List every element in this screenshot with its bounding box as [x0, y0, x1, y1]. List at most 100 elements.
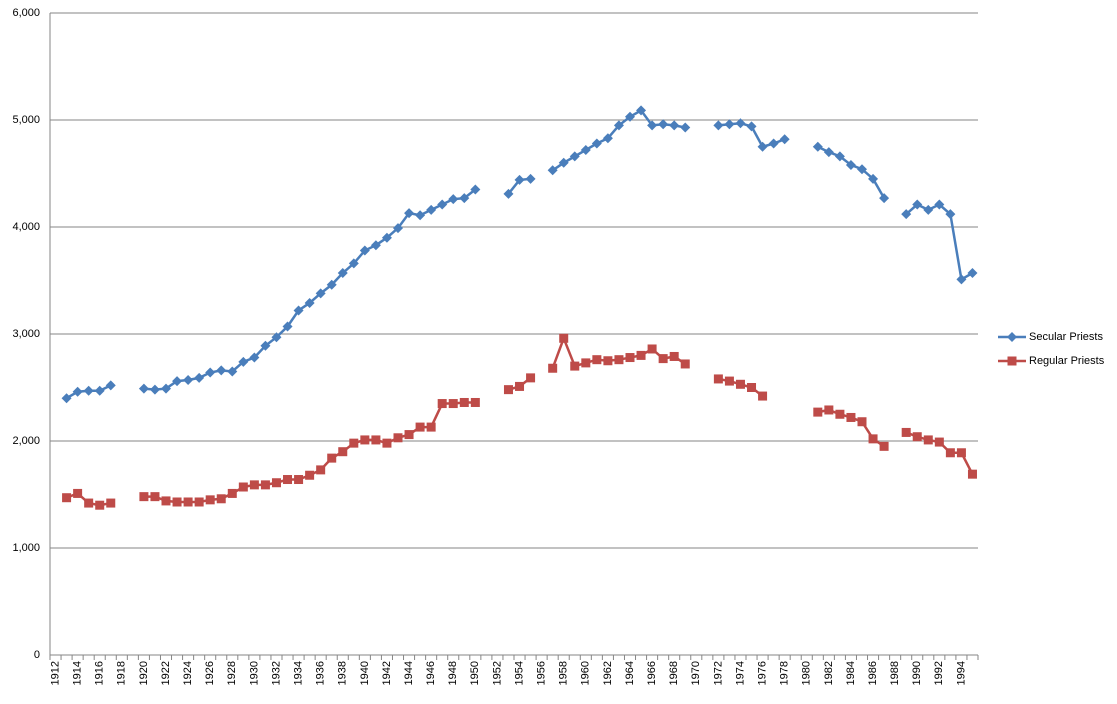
data-point: [779, 134, 790, 145]
y-tick-label: 1,000: [12, 542, 40, 554]
data-point: [934, 437, 944, 447]
data-point: [338, 447, 348, 457]
x-tick-label: 1986: [867, 661, 879, 685]
x-tick-label: 1932: [270, 661, 282, 685]
data-point: [149, 384, 160, 395]
data-point: [283, 475, 293, 485]
data-point: [580, 144, 591, 155]
data-point: [812, 141, 823, 152]
data-point: [437, 199, 448, 210]
x-tick-label: 1978: [779, 661, 791, 685]
x-tick-label: 1934: [292, 661, 304, 685]
data-point: [923, 204, 934, 215]
data-point: [459, 193, 470, 204]
data-point: [459, 397, 469, 407]
data-point: [515, 381, 525, 391]
data-point: [846, 412, 856, 422]
x-tick-label: 1962: [602, 661, 614, 685]
data-point: [360, 435, 370, 445]
data-point: [227, 366, 238, 377]
data-point: [868, 173, 879, 184]
data-point: [967, 268, 978, 279]
x-tick-label: 1992: [933, 661, 945, 685]
data-point: [901, 209, 912, 220]
x-tick-label: 1964: [624, 661, 636, 685]
data-point: [316, 465, 326, 475]
x-tick-label: 1916: [94, 661, 106, 685]
data-point: [161, 496, 171, 506]
x-tick-label: 1982: [823, 661, 835, 685]
data-point: [349, 438, 359, 448]
data-point: [172, 497, 182, 507]
x-tick-label: 1930: [248, 661, 260, 685]
data-point: [956, 448, 966, 458]
x-tick-label: 1984: [845, 661, 857, 685]
data-point: [161, 383, 171, 394]
x-tick-label: 1980: [801, 661, 813, 685]
data-point: [183, 375, 194, 386]
data-point: [426, 204, 437, 215]
data-point: [735, 379, 745, 389]
data-point: [271, 478, 281, 488]
x-tick-label: 1942: [381, 661, 393, 685]
data-point: [337, 268, 348, 279]
data-point: [658, 354, 668, 364]
data-point: [293, 305, 304, 316]
data-point: [570, 361, 580, 371]
data-point: [757, 141, 768, 152]
data-point: [470, 184, 481, 195]
data-point: [658, 119, 669, 130]
data-point: [139, 492, 149, 502]
x-tick-label: 1960: [580, 661, 592, 685]
data-point: [415, 210, 426, 221]
data-point: [503, 385, 513, 395]
data-point: [768, 138, 779, 149]
data-point: [249, 352, 260, 363]
x-tick-label: 1994: [955, 661, 967, 685]
data-point: [514, 174, 525, 185]
data-point: [724, 376, 734, 386]
data-point: [382, 438, 392, 448]
x-tick-label: 1972: [712, 661, 724, 685]
legend-marker: [1007, 356, 1017, 366]
data-point: [559, 333, 569, 343]
x-tick-label: 1950: [469, 661, 481, 685]
data-point: [912, 199, 923, 210]
data-point: [636, 105, 647, 116]
data-point: [106, 498, 116, 508]
data-point: [945, 209, 956, 220]
x-tick-label: 1988: [889, 661, 901, 685]
legend-label: Secular Priests: [1029, 331, 1103, 343]
data-point: [404, 430, 414, 440]
data-point: [183, 497, 193, 507]
y-tick-label: 2,000: [12, 435, 40, 447]
data-point: [359, 245, 370, 256]
x-tick-label: 1938: [337, 661, 349, 685]
x-tick-label: 1920: [138, 661, 150, 685]
data-point: [327, 453, 337, 463]
data-point: [249, 480, 259, 490]
data-point: [625, 353, 635, 363]
data-point: [591, 138, 602, 149]
data-point: [713, 374, 723, 384]
data-point: [945, 448, 955, 458]
x-tick-label: 1924: [182, 661, 194, 685]
x-tick-label: 1946: [425, 661, 437, 685]
data-point: [503, 188, 514, 199]
data-point: [879, 441, 889, 451]
data-point: [923, 435, 933, 445]
data-point: [547, 165, 558, 176]
data-point: [393, 223, 403, 234]
data-point: [94, 385, 105, 396]
data-point: [713, 120, 724, 131]
data-point: [548, 363, 558, 373]
data-point: [227, 488, 237, 498]
data-point: [747, 383, 757, 392]
data-point: [934, 199, 945, 210]
x-tick-label: 1956: [536, 661, 548, 685]
x-tick-label: 1966: [646, 661, 658, 685]
y-tick-label: 0: [34, 649, 40, 661]
legend-marker: [1007, 332, 1017, 342]
data-point: [73, 488, 83, 498]
